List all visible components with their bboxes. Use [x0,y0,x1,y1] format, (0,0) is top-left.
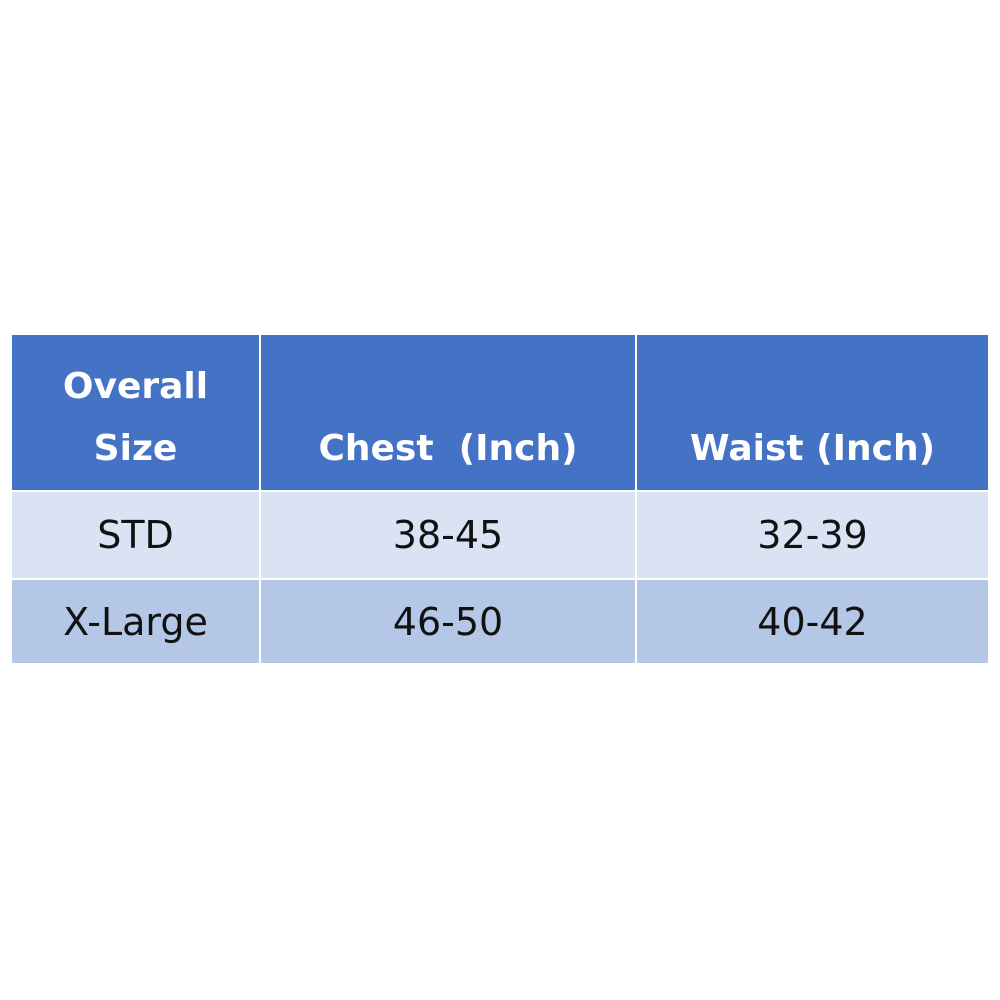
body-cell: 46-50 [261,580,635,663]
body-cell: STD [12,492,259,578]
header-text: Chest (Inch) [318,428,578,469]
body-cell: 32-39 [637,492,988,578]
header-text: Waist (Inch) [689,428,936,469]
header-text: Overall Size [62,366,209,469]
header-cell: Waist (Inch) [637,335,988,490]
header-cell: Overall Size [12,335,259,490]
body-cell: 38-45 [261,492,635,578]
header-cell: Chest (Inch) [261,335,635,490]
body-cell: X-Large [12,580,259,663]
body-cell: 40-42 [637,580,988,663]
